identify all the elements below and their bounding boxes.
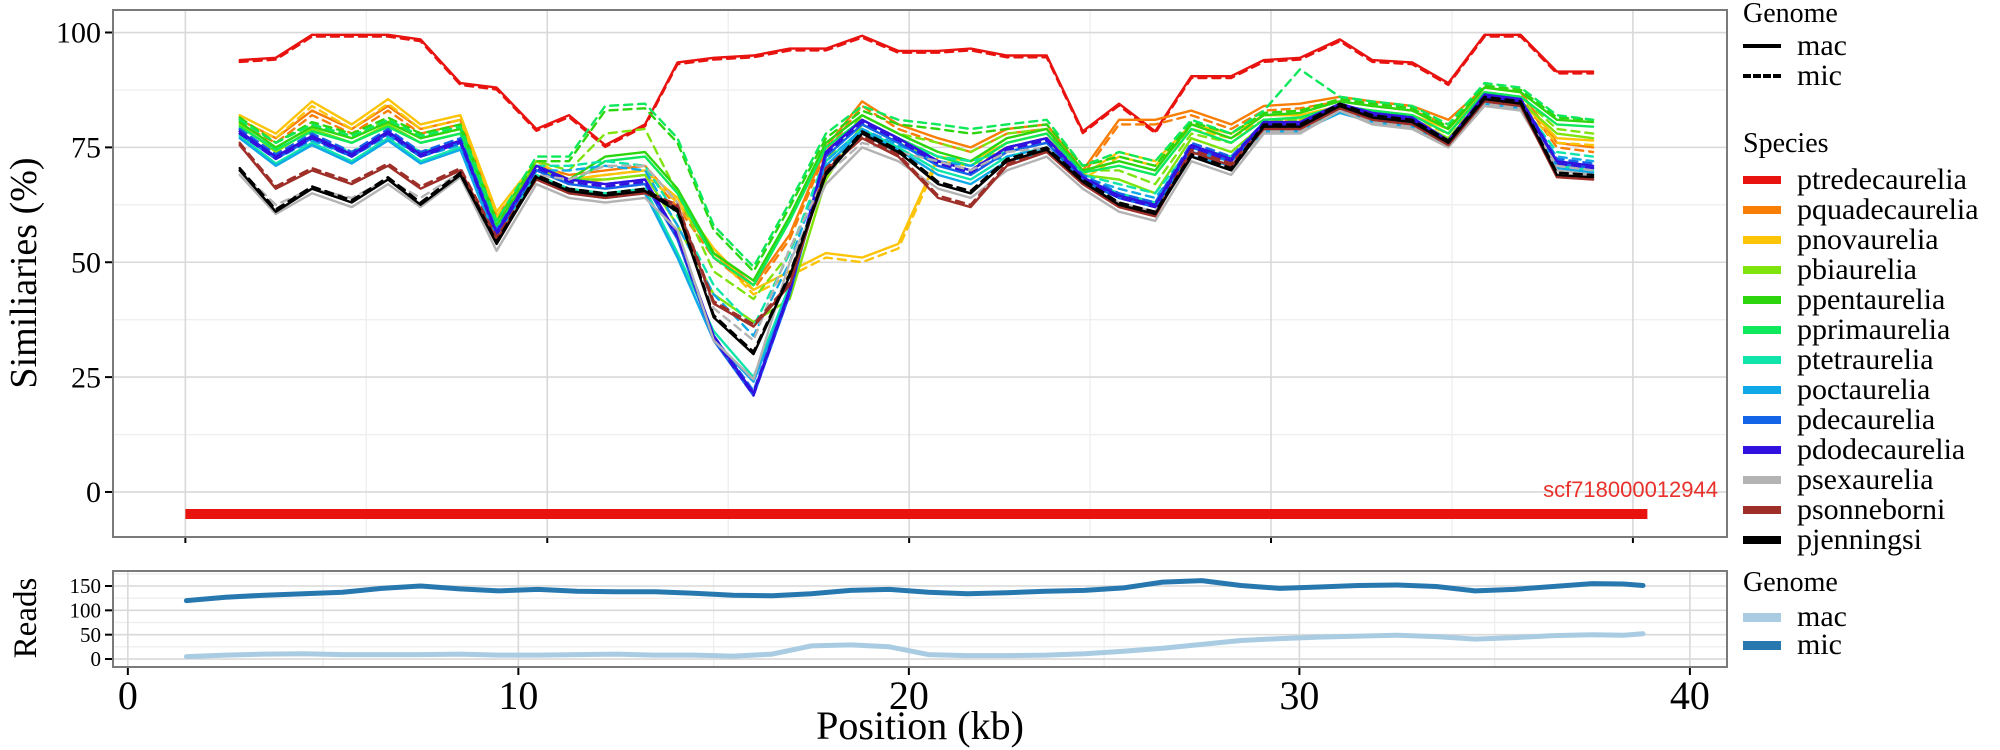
color-key-icon <box>1743 236 1781 244</box>
y-tick-label: 50 <box>80 623 101 647</box>
panel-border <box>112 570 1728 668</box>
legend-item-label: poctaurelia <box>1797 373 1931 406</box>
color-key-icon <box>1743 356 1781 364</box>
legend-item-mac: mac <box>1743 29 1847 62</box>
legend-item-poctaurelia: poctaurelia <box>1743 373 1979 406</box>
color-key-icon <box>1743 506 1781 514</box>
pjenningsi-mic-line <box>238 95 1595 353</box>
legend-genome-top-title: Genome <box>1743 0 1838 29</box>
color-key-icon <box>1743 640 1781 650</box>
legend-item-label: mac <box>1797 29 1847 62</box>
legend-item-label: ppentaurelia <box>1797 283 1946 316</box>
legend-genome-bottom: mac mic <box>1743 600 1847 661</box>
pjenningsi-mac-line <box>238 97 1595 356</box>
color-key-icon <box>1743 476 1781 484</box>
mac-mac-line <box>183 631 1646 660</box>
legend-item-label: pjenningsi <box>1797 523 1922 556</box>
y-tick-label: 0 <box>86 476 101 509</box>
legend-genome-bottom-title: Genome <box>1743 567 1838 598</box>
color-key-icon <box>1743 536 1781 544</box>
legend-item-label: pprimaurelia <box>1797 313 1951 346</box>
x-tick-label: 10 <box>498 673 538 718</box>
legend-item-pdodecaurelia: pdodecaurelia <box>1743 433 1979 466</box>
color-key-icon <box>1743 612 1781 622</box>
legend-item-label: psonneborni <box>1797 493 1946 526</box>
x-tick-label: 30 <box>1279 673 1319 718</box>
legend-item-pjenningsi: pjenningsi <box>1743 523 1979 556</box>
legend-item-label: psexaurelia <box>1797 463 1934 496</box>
legend-item-pbiaurelia: pbiaurelia <box>1743 253 1979 286</box>
legend-species: ptredecaurelia pquadecaurelia pnovaurelia p… <box>1743 163 1979 556</box>
legend-item-label: pquadecaurelia <box>1797 193 1979 226</box>
color-key-icon <box>1743 446 1781 454</box>
ppentaurelia-mac-line <box>238 86 1595 282</box>
x-axis-title: Position (kb) <box>816 703 1024 748</box>
legend-item-pnovaurelia: pnovaurelia <box>1743 223 1979 256</box>
legend-item-label: mac <box>1797 600 1847 633</box>
color-key-icon <box>1743 176 1781 184</box>
legend-item-psonneborni: psonneborni <box>1743 493 1979 526</box>
y-tick-label: 25 <box>71 361 101 394</box>
color-key-icon <box>1743 416 1781 424</box>
solid-line-key-icon <box>1743 44 1781 48</box>
y-tick-label: 100 <box>70 598 102 622</box>
legend-item-label: mic <box>1797 59 1842 92</box>
x-tick-label: 40 <box>1670 673 1710 718</box>
pdodecaurelia-mac-line <box>238 93 1595 395</box>
color-key-icon <box>1743 206 1781 214</box>
y-tick-label: 50 <box>71 246 101 279</box>
y-axis-title-similarity: Similiaries (%) <box>3 157 45 389</box>
y-tick-label: 0 <box>91 647 102 671</box>
legend-item-ppentaurelia: ppentaurelia <box>1743 283 1979 316</box>
color-key-icon <box>1743 266 1781 274</box>
legend-item-label: pdecaurelia <box>1797 403 1936 436</box>
psexaurelia-mic-line <box>238 102 1595 342</box>
legend-item-ptetraurelia: ptetraurelia <box>1743 343 1979 376</box>
legend-item-pdecaurelia: pdecaurelia <box>1743 403 1979 436</box>
pprimaurelia-mic-line <box>238 68 1595 268</box>
color-key-icon <box>1743 296 1781 304</box>
legend-item-mic: mic <box>1743 59 1847 92</box>
legend-item-mac: mac <box>1743 600 1847 633</box>
y-axis-title-reads: Reads <box>8 577 44 659</box>
legend-genome-top: mac mic <box>1743 29 1847 92</box>
legend-item-label: pdodecaurelia <box>1797 433 1966 466</box>
panel-border <box>112 9 1728 538</box>
legend-item-label: pbiaurelia <box>1797 253 1917 286</box>
legend-item-mic: mic <box>1743 628 1847 661</box>
legend-item-label: pnovaurelia <box>1797 223 1939 256</box>
legend-item-label: ptetraurelia <box>1797 343 1934 376</box>
x-tick-label: 20 <box>889 673 929 718</box>
pprimaurelia-mac-line <box>238 91 1595 287</box>
y-tick-label: 150 <box>70 574 102 598</box>
legend-item-label: ptredecaurelia <box>1797 163 1967 196</box>
y-tick-label: 100 <box>56 17 101 50</box>
ppentaurelia-mic-line <box>238 84 1595 273</box>
y-tick-label: 75 <box>71 132 101 165</box>
legend-item-psexaurelia: psexaurelia <box>1743 463 1979 496</box>
ptredecaurelia-mac-line <box>238 33 1595 147</box>
color-key-icon <box>1743 326 1781 334</box>
ptredecaurelia-mic-line <box>238 35 1595 149</box>
color-key-icon <box>1743 386 1781 394</box>
x-tick-label: 0 <box>118 673 138 718</box>
legend-species-title: Species <box>1743 128 1829 159</box>
psonneborni-mic-line <box>238 97 1595 326</box>
dashed-line-key-icon <box>1743 74 1781 78</box>
scaffold-label: scf718000012944 <box>1543 477 1718 502</box>
mic-mic-line <box>183 578 1646 604</box>
legend-item-label: mic <box>1797 628 1842 661</box>
legend-item-pprimaurelia: pprimaurelia <box>1743 313 1979 346</box>
legend-item-ptredecaurelia: ptredecaurelia <box>1743 163 1979 196</box>
legend-item-pquadecaurelia: pquadecaurelia <box>1743 193 1979 226</box>
